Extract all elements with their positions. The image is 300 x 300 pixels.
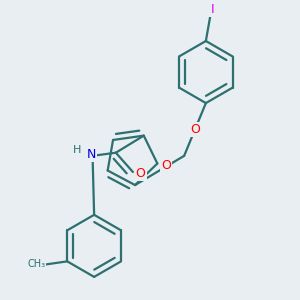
Text: O: O: [136, 167, 146, 180]
Text: I: I: [210, 2, 214, 16]
Text: O: O: [190, 123, 200, 136]
Text: CH₃: CH₃: [27, 260, 45, 269]
Text: O: O: [161, 159, 171, 172]
Text: H: H: [73, 145, 81, 154]
Text: N: N: [86, 148, 96, 161]
